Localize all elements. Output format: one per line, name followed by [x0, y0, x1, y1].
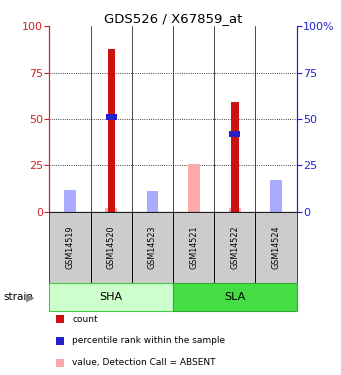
Bar — [106, 114, 117, 120]
Bar — [270, 190, 282, 212]
Bar — [229, 130, 240, 137]
Bar — [229, 208, 241, 212]
Bar — [270, 180, 282, 212]
Text: SHA: SHA — [100, 292, 123, 302]
Bar — [64, 190, 76, 212]
Bar — [188, 164, 199, 212]
Text: count: count — [72, 315, 98, 324]
Text: GSM14524: GSM14524 — [271, 226, 281, 269]
Bar — [91, 212, 132, 283]
Text: GSM14522: GSM14522 — [231, 226, 239, 269]
Text: strain: strain — [3, 292, 33, 302]
Text: GSM14520: GSM14520 — [107, 226, 116, 269]
Text: ▶: ▶ — [27, 292, 35, 302]
Text: GSM14519: GSM14519 — [65, 226, 75, 269]
Title: GDS526 / X67859_at: GDS526 / X67859_at — [104, 12, 242, 25]
Bar — [105, 208, 117, 212]
Bar — [64, 202, 76, 212]
Bar — [132, 212, 173, 283]
Bar — [49, 212, 91, 283]
Bar — [147, 197, 158, 212]
Bar — [214, 212, 255, 283]
Text: GSM14523: GSM14523 — [148, 226, 157, 269]
Text: percentile rank within the sample: percentile rank within the sample — [72, 336, 225, 345]
Bar — [173, 283, 297, 311]
Text: value, Detection Call = ABSENT: value, Detection Call = ABSENT — [72, 358, 216, 367]
Bar — [231, 102, 239, 212]
Text: SLA: SLA — [224, 292, 246, 302]
Bar — [255, 212, 297, 283]
Bar — [107, 48, 115, 212]
Bar — [173, 212, 214, 283]
Bar — [147, 192, 158, 212]
Text: GSM14521: GSM14521 — [189, 226, 198, 269]
Bar — [49, 283, 173, 311]
